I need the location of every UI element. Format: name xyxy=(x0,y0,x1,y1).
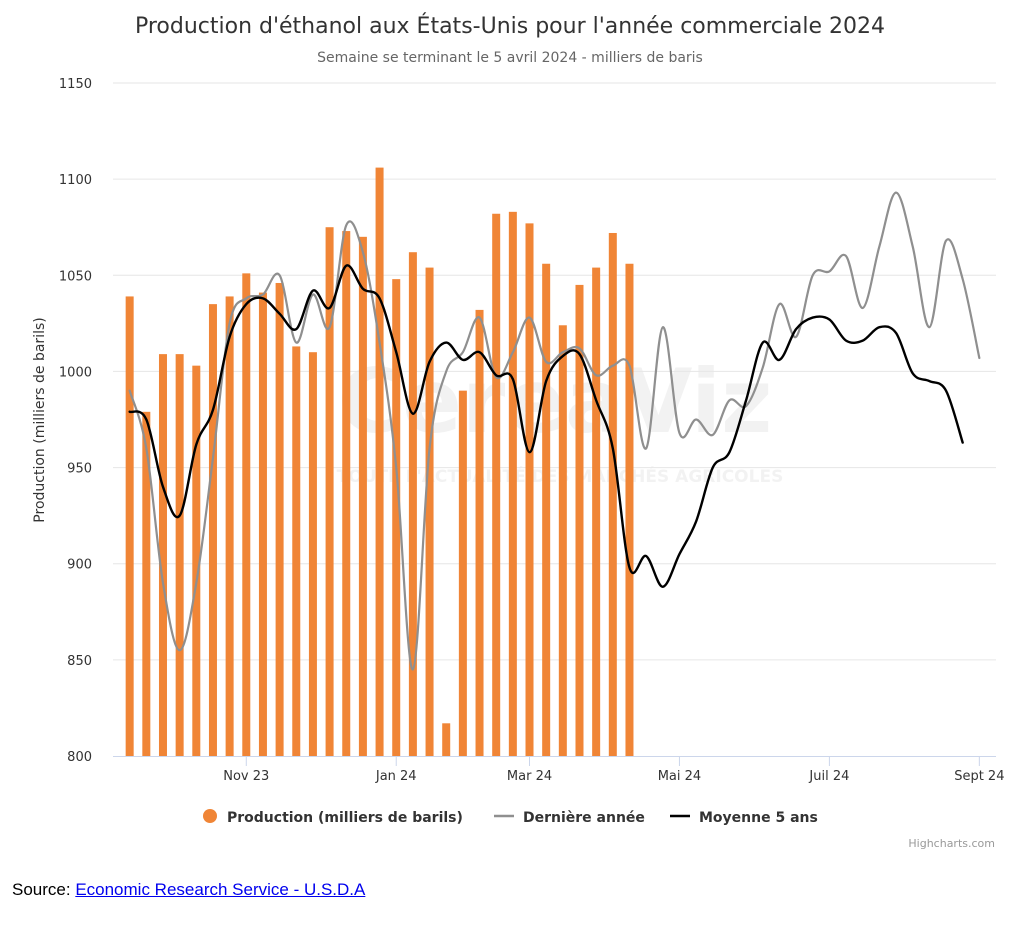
legend-item-production[interactable]: Production (milliers de barils) xyxy=(203,809,463,826)
x-tick-label: Mai 24 xyxy=(658,769,701,784)
production-bars xyxy=(125,167,634,757)
production-bar xyxy=(308,352,317,756)
production-bar xyxy=(425,267,434,756)
production-bar xyxy=(458,390,467,756)
production-bar xyxy=(492,213,501,757)
legend-item-five-year-average[interactable]: Moyenne 5 ans xyxy=(670,810,818,826)
credits-text[interactable]: Highcharts.com xyxy=(908,837,995,850)
production-bar xyxy=(175,354,184,756)
source-prefix: Source: xyxy=(12,880,76,899)
production-bar xyxy=(542,263,551,756)
production-bar xyxy=(525,223,534,756)
production-bar xyxy=(342,231,351,756)
production-bar xyxy=(375,167,384,756)
y-tick-label: 1000 xyxy=(59,365,92,380)
production-bar xyxy=(575,284,584,756)
production-bar xyxy=(142,411,151,756)
y-tick-label: 1100 xyxy=(59,173,92,188)
legend-label: Production (milliers de barils) xyxy=(227,810,463,826)
production-bar xyxy=(592,267,601,756)
production-bar xyxy=(242,273,251,756)
legend: Production (milliers de barils) Dernière … xyxy=(203,809,818,826)
five-year-average-line xyxy=(128,264,964,588)
production-bar xyxy=(625,263,634,756)
source-link[interactable]: Economic Research Service - U.S.D.A xyxy=(75,880,366,899)
chart-subtitle: Semaine se terminant le 5 avril 2024 - m… xyxy=(317,50,703,66)
y-tick-label: 800 xyxy=(67,750,92,765)
source-line: Source: Economic Research Service - U.S.… xyxy=(12,880,365,900)
y-tick-label: 1150 xyxy=(59,77,92,92)
y-tick-label: 850 xyxy=(67,654,92,669)
y-axis: 800 850 900 950 1000 1050 1100 1150 xyxy=(59,77,92,765)
chart-title: Production d'éthanol aux États-Unis pour… xyxy=(135,13,885,39)
production-bar xyxy=(225,296,234,756)
production-bar xyxy=(508,211,517,756)
production-bar xyxy=(208,304,217,756)
production-bar xyxy=(608,232,617,757)
x-axis: Nov 23 Jan 24 Mar 24 Mai 24 Juil 24 Sept 24 xyxy=(113,756,1004,784)
y-tick-label: 1050 xyxy=(59,269,92,284)
production-bar xyxy=(325,227,334,756)
y-tick-label: 950 xyxy=(67,462,92,477)
legend-symbol xyxy=(203,809,217,823)
production-bar xyxy=(475,309,484,756)
legend-item-last-year[interactable]: Dernière année xyxy=(494,810,645,826)
production-bar xyxy=(442,723,451,756)
legend-label: Moyenne 5 ans xyxy=(699,810,818,826)
production-bar xyxy=(408,252,417,756)
production-bar xyxy=(392,279,401,756)
legend-label: Dernière année xyxy=(523,810,645,826)
production-bar xyxy=(292,346,301,756)
production-bar xyxy=(258,292,267,756)
series-lines xyxy=(128,191,981,671)
chart: Production d'éthanol aux États-Unis pour… xyxy=(32,13,1004,850)
production-bar xyxy=(558,325,567,756)
production-bar xyxy=(192,365,201,756)
x-tick-label: Mar 24 xyxy=(507,769,552,784)
production-bar xyxy=(158,354,167,756)
last-year-line xyxy=(128,191,981,671)
production-bar xyxy=(275,282,284,756)
y-tick-label: 900 xyxy=(67,558,92,573)
y-gridlines xyxy=(113,82,996,661)
production-bar xyxy=(125,296,134,756)
x-tick-label: Jan 24 xyxy=(375,769,417,784)
x-tick-label: Sept 24 xyxy=(954,769,1004,784)
production-bar xyxy=(358,236,367,757)
x-tick-label: Juil 24 xyxy=(808,769,849,784)
y-axis-title: Production (milliers de barils) xyxy=(32,317,48,522)
x-tick-label: Nov 23 xyxy=(223,769,269,784)
